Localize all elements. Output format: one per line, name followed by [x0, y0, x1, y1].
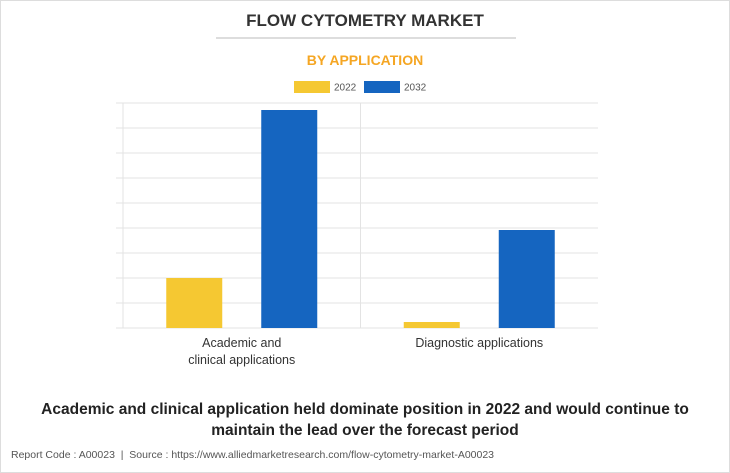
legend-swatch: [294, 81, 330, 93]
bar: [261, 110, 318, 328]
legend-label: 2032: [404, 83, 427, 94]
chart-subtitle: BY APPLICATION: [306, 52, 424, 68]
bar: [403, 322, 460, 328]
caption: Academic and clinical application held d…: [41, 401, 689, 439]
bar: [498, 230, 555, 328]
legend-label: 2022: [334, 83, 357, 94]
legend-swatch: [364, 81, 400, 93]
x-tick-label: Academic and clinical applications: [188, 336, 296, 367]
x-tick-label: Diagnostic applications: [415, 336, 544, 350]
footer: Report Code : A00023 | Source : https://…: [11, 449, 495, 461]
chart-title: FLOW CYTOMETRY MARKET: [246, 11, 484, 30]
bar: [166, 278, 223, 328]
